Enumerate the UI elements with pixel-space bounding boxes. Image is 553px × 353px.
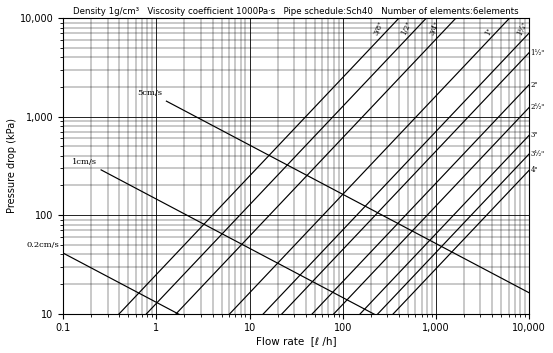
Text: 3/8": 3/8": [372, 20, 385, 36]
Text: 1/2": 1/2": [399, 19, 413, 36]
Y-axis label: Pressure drop (kPa): Pressure drop (kPa): [7, 118, 17, 213]
Text: 1¹⁄₄": 1¹⁄₄": [516, 20, 529, 36]
Text: 5cm/s: 5cm/s: [137, 89, 162, 97]
Title: Density 1g/cm³   Viscosity coefficient 1000Pa·s   Pipe schedule:Sch40   Number o: Density 1g/cm³ Viscosity coefficient 100…: [74, 7, 519, 16]
X-axis label: Flow rate  [ℓ /h]: Flow rate [ℓ /h]: [256, 336, 336, 346]
Text: 1¹⁄₂": 1¹⁄₂": [530, 49, 545, 56]
Text: 0.2cm/s: 0.2cm/s: [27, 241, 59, 249]
Text: 4": 4": [530, 166, 538, 174]
Text: 1": 1": [484, 26, 494, 37]
Text: 3/4": 3/4": [429, 20, 442, 37]
Text: 1cm/s: 1cm/s: [72, 158, 97, 166]
Text: 3": 3": [530, 131, 538, 139]
Text: 2¹⁄₂": 2¹⁄₂": [530, 103, 545, 112]
Text: 3¹⁄₂": 3¹⁄₂": [530, 150, 545, 158]
Text: 2": 2": [530, 80, 538, 89]
